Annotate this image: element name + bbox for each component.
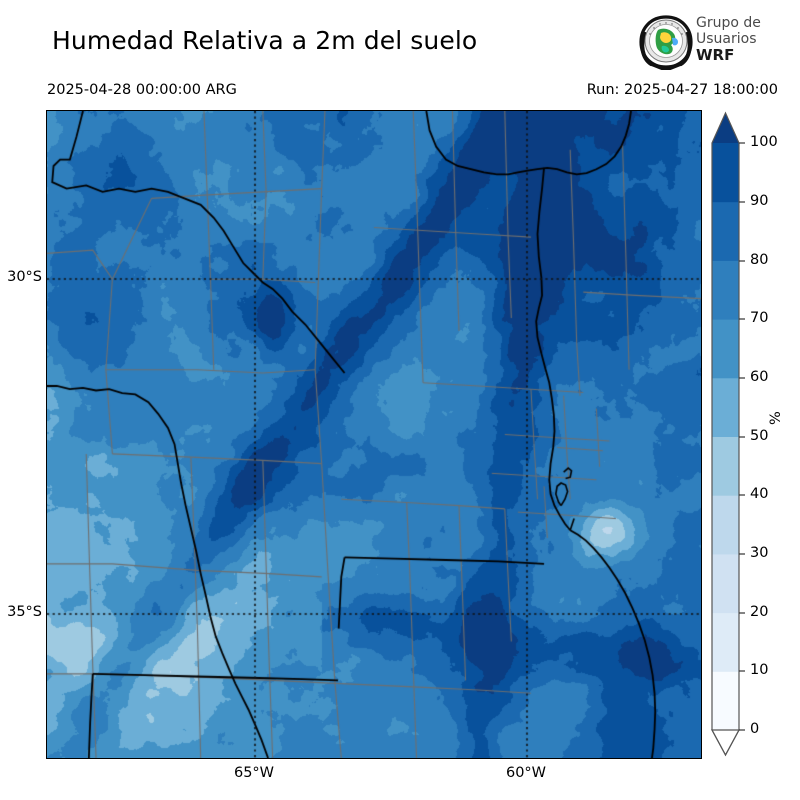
logo-line-1: Grupo de xyxy=(696,15,761,31)
wrf-user-group-logo: Grupo de Usuarios WRF xyxy=(638,14,796,72)
humidity-contour-field xyxy=(47,111,701,758)
logo-line-3: WRF xyxy=(696,46,735,64)
globe-emblem-icon xyxy=(638,14,694,72)
colorbar-tick-label-30: 30 xyxy=(750,545,769,561)
lon-tick-label-60w: 60°W xyxy=(505,765,547,781)
logo-text: Grupo de Usuarios WRF xyxy=(696,15,761,63)
colorbar[interactable] xyxy=(700,105,800,765)
run-time-label: Run: 2025-04-27 18:00:00 xyxy=(586,82,778,98)
colorbar-swatches xyxy=(710,111,745,757)
page-title: Humedad Relativa a 2m del suelo xyxy=(52,26,478,55)
colorbar-tick-label-0: 0 xyxy=(750,721,760,737)
lat-tick-label-35s: 35°S xyxy=(7,604,42,620)
lon-tick-label-65w: 65°W xyxy=(233,765,275,781)
colorbar-tick-label-80: 80 xyxy=(750,252,769,268)
colorbar-unit-label: % xyxy=(768,411,784,425)
valid-time-label: 2025-04-28 00:00:00 ARG xyxy=(47,82,237,98)
colorbar-tick-label-60: 60 xyxy=(750,369,769,385)
weather-map[interactable] xyxy=(46,110,702,759)
colorbar-tick-label-70: 70 xyxy=(750,310,769,326)
colorbar-tick-label-10: 10 xyxy=(750,662,769,678)
colorbar-tick-label-100: 100 xyxy=(750,134,778,150)
colorbar-tick-label-40: 40 xyxy=(750,486,769,502)
logo-line-2: Usuarios xyxy=(696,31,757,47)
lat-tick-label-30s: 30°S xyxy=(7,269,42,285)
colorbar-tick-label-20: 20 xyxy=(750,604,769,620)
colorbar-tick-label-90: 90 xyxy=(750,193,769,209)
colorbar-tick-label-50: 50 xyxy=(750,428,769,444)
